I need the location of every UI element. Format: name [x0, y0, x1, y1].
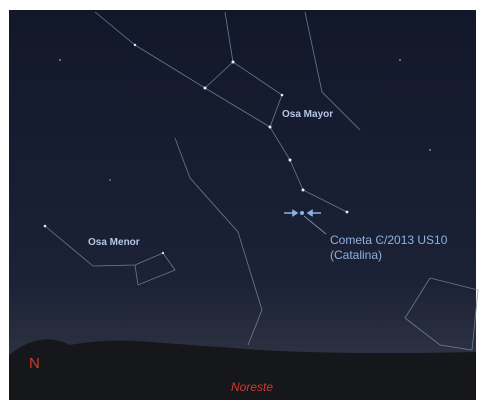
page: Osa Mayor Osa Menor Cometa C/2013 US10 (…	[0, 0, 482, 409]
constellation-label: Osa Mayor	[282, 109, 333, 120]
direction-label: Noreste	[231, 380, 273, 394]
sky-view: Osa Mayor Osa Menor Cometa C/2013 US10 (…	[0, 0, 482, 409]
constellation-label: Osa Menor	[88, 237, 140, 248]
comet-alias: (Catalina)	[330, 248, 382, 262]
cardinal-point: N	[29, 355, 40, 372]
comet-label: Cometa C/2013 US10	[330, 233, 448, 247]
